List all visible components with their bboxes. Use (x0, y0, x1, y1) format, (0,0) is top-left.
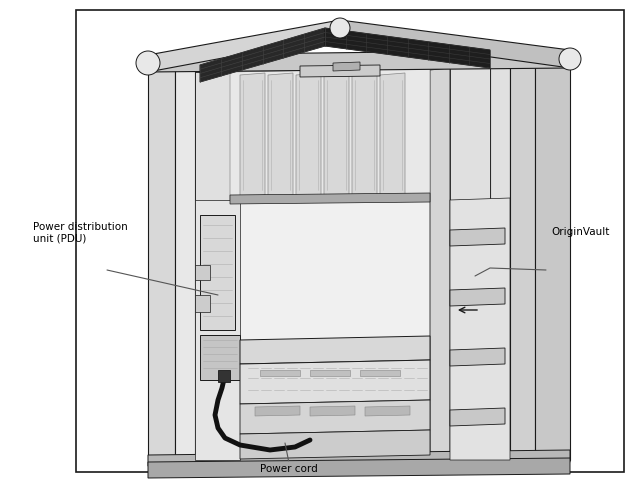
Polygon shape (255, 406, 300, 416)
Polygon shape (510, 50, 535, 460)
Polygon shape (310, 370, 350, 376)
Polygon shape (300, 65, 380, 77)
Polygon shape (240, 400, 430, 434)
Circle shape (330, 18, 350, 38)
Polygon shape (195, 265, 210, 280)
Polygon shape (240, 430, 430, 459)
Polygon shape (148, 55, 175, 460)
Polygon shape (450, 348, 505, 366)
Polygon shape (310, 406, 355, 416)
Bar (76, 10, 624, 472)
Polygon shape (218, 370, 230, 382)
Polygon shape (230, 68, 430, 200)
Text: OriginVault: OriginVault (552, 227, 610, 237)
Polygon shape (175, 55, 195, 460)
Polygon shape (352, 73, 377, 197)
Polygon shape (148, 20, 340, 72)
Polygon shape (360, 370, 400, 376)
Polygon shape (148, 450, 570, 466)
Polygon shape (333, 62, 360, 71)
Circle shape (136, 51, 160, 75)
Polygon shape (430, 68, 450, 460)
Text: Power cord: Power cord (260, 464, 317, 474)
Text: Power distribution
unit (PDU): Power distribution unit (PDU) (33, 222, 128, 243)
Polygon shape (148, 50, 570, 72)
Polygon shape (195, 72, 230, 460)
Polygon shape (240, 336, 430, 364)
Polygon shape (195, 200, 240, 460)
Polygon shape (450, 68, 490, 460)
Polygon shape (324, 73, 349, 197)
Polygon shape (535, 50, 570, 460)
Polygon shape (450, 198, 510, 460)
Polygon shape (195, 68, 490, 460)
Polygon shape (340, 20, 570, 68)
Polygon shape (200, 215, 235, 330)
Polygon shape (260, 370, 300, 376)
Polygon shape (296, 73, 321, 197)
Polygon shape (200, 28, 325, 82)
Polygon shape (380, 73, 405, 197)
Polygon shape (325, 28, 490, 68)
Polygon shape (240, 73, 265, 197)
Polygon shape (450, 408, 505, 426)
Polygon shape (365, 406, 410, 416)
Polygon shape (240, 360, 430, 404)
Polygon shape (268, 73, 293, 197)
Polygon shape (490, 50, 510, 460)
Polygon shape (450, 228, 505, 246)
Polygon shape (230, 193, 430, 204)
Polygon shape (200, 335, 240, 380)
Polygon shape (450, 288, 505, 306)
Circle shape (559, 48, 581, 70)
Polygon shape (148, 458, 570, 478)
Polygon shape (195, 295, 210, 312)
